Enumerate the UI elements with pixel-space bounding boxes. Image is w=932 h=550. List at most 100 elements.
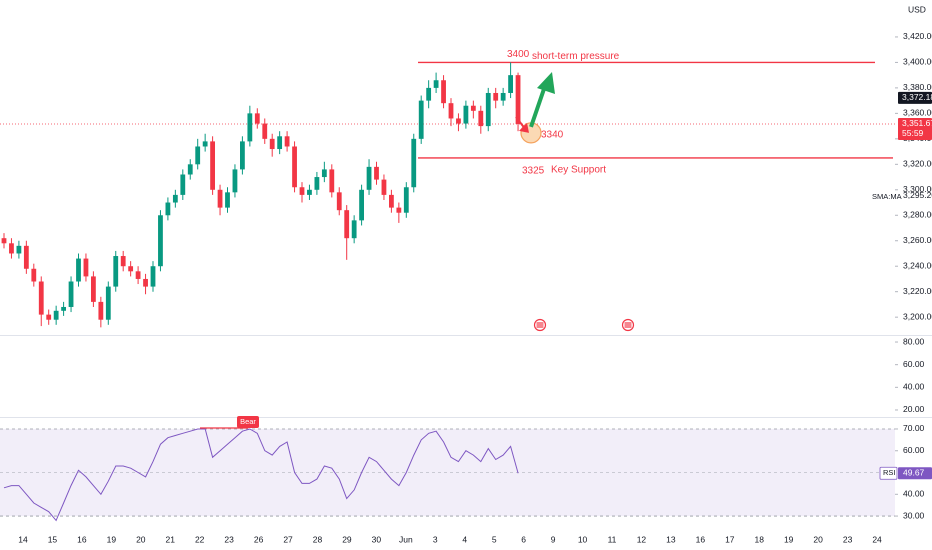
candle-body bbox=[46, 314, 52, 320]
candle-body bbox=[478, 110, 484, 127]
x-tick-label: 30 bbox=[372, 534, 382, 544]
ma-value-label: 3,295.20 bbox=[903, 190, 932, 200]
x-tick-label: 19 bbox=[784, 534, 794, 544]
y-tick-label: 20.00 bbox=[903, 404, 925, 414]
candle-body bbox=[344, 210, 350, 239]
y-tick-label: 40.00 bbox=[903, 382, 925, 392]
candle-body bbox=[448, 103, 454, 119]
candle-body bbox=[284, 136, 290, 147]
candle-body bbox=[441, 80, 446, 104]
y-tick-label: 3,300.00 bbox=[903, 184, 932, 194]
x-tick-label: 29 bbox=[342, 534, 352, 544]
divergence-label: Bear bbox=[240, 417, 256, 426]
event-icon[interactable] bbox=[621, 318, 635, 332]
event-icon[interactable] bbox=[533, 318, 547, 332]
x-tick-label: 20 bbox=[813, 534, 823, 544]
last-price-tag bbox=[898, 117, 932, 140]
candle-body bbox=[493, 92, 499, 101]
candle-body bbox=[426, 87, 432, 101]
prev-close-tag bbox=[898, 91, 932, 104]
candle-body bbox=[23, 245, 29, 269]
rsi-value-label: 49.67 bbox=[903, 467, 925, 477]
rsi-name-tag bbox=[879, 466, 898, 480]
candle-body bbox=[187, 164, 193, 175]
candle-body bbox=[135, 271, 141, 279]
x-tick-label: 9 bbox=[551, 534, 556, 544]
candle-body bbox=[195, 146, 201, 165]
x-tick-label: 6 bbox=[521, 534, 526, 544]
candle-body bbox=[172, 194, 178, 203]
candle-body bbox=[68, 281, 74, 307]
drop-arrow-head bbox=[519, 122, 529, 133]
candle-body bbox=[165, 202, 171, 216]
candle-body bbox=[314, 177, 320, 190]
prev-close-label: 3,372.18 bbox=[902, 92, 932, 102]
y-tick-label: 3,380.00 bbox=[903, 82, 932, 92]
candle-body bbox=[128, 266, 134, 272]
y-tick-label: 3,280.00 bbox=[903, 210, 932, 220]
candle-body bbox=[389, 194, 394, 208]
x-tick-label: 5 bbox=[492, 534, 497, 544]
y-tick-label: 80.00 bbox=[903, 336, 925, 346]
candle-body bbox=[202, 141, 208, 147]
x-tick-label: 22 bbox=[195, 534, 205, 544]
candle-body bbox=[53, 310, 59, 320]
candle-body bbox=[240, 141, 245, 170]
x-tick-label: 23 bbox=[843, 534, 853, 544]
x-tick-label: 16 bbox=[77, 534, 87, 544]
x-tick-label: 11 bbox=[608, 534, 617, 544]
candle-body bbox=[76, 258, 81, 282]
candle-body bbox=[31, 268, 37, 282]
y-tick-label: 40.00 bbox=[903, 489, 925, 499]
candle-body bbox=[113, 256, 119, 287]
candle-body bbox=[329, 169, 335, 193]
candle-body bbox=[418, 100, 424, 139]
candle-body bbox=[16, 245, 22, 254]
x-tick-label: 24 bbox=[872, 534, 882, 544]
x-tick-label: 4 bbox=[462, 534, 467, 544]
y-tick-label: 3,200.00 bbox=[903, 311, 932, 321]
x-tick-label: 13 bbox=[666, 534, 676, 544]
candle-body bbox=[463, 105, 469, 124]
y-tick-label: 3,360.00 bbox=[903, 108, 932, 118]
candle-body bbox=[456, 118, 461, 124]
y-tick-label: 3,220.00 bbox=[903, 286, 932, 296]
x-tick-label: Jun bbox=[399, 534, 413, 544]
candle-body bbox=[411, 138, 417, 188]
candle-body bbox=[61, 306, 66, 311]
y-tick-label: 3,260.00 bbox=[903, 235, 932, 245]
y-tick-label: 60.00 bbox=[903, 359, 925, 369]
candle-body bbox=[277, 136, 283, 150]
candle-body bbox=[38, 281, 44, 315]
candle-body bbox=[1, 238, 7, 244]
candle-body bbox=[180, 174, 186, 195]
x-tick-label: 10 bbox=[578, 534, 588, 544]
target-label: 3340 bbox=[541, 129, 564, 140]
candle-body bbox=[366, 166, 372, 190]
rise-arrow-head bbox=[537, 72, 555, 94]
x-tick-label: 17 bbox=[725, 534, 735, 544]
x-tick-label: 21 bbox=[166, 534, 176, 544]
ma-name: SMA:MA bbox=[872, 192, 902, 201]
candle-body bbox=[433, 80, 439, 88]
candle-body bbox=[105, 286, 111, 320]
y-tick-label: 60.00 bbox=[903, 445, 925, 455]
y-tick-label: 3,240.00 bbox=[903, 260, 932, 270]
candle-body bbox=[91, 276, 96, 302]
x-tick-label: 18 bbox=[755, 534, 765, 544]
candle-body bbox=[232, 169, 238, 193]
candle-body bbox=[351, 220, 357, 239]
candle-body bbox=[485, 92, 491, 127]
candle-body bbox=[336, 192, 342, 211]
level-value: 3325 bbox=[522, 166, 545, 177]
y-tick-label: 3,320.00 bbox=[903, 159, 932, 169]
rsi-line bbox=[3, 428, 519, 522]
x-tick-label: 16 bbox=[696, 534, 706, 544]
x-tick-label: 12 bbox=[637, 534, 647, 544]
y-tick-label: 3,400.00 bbox=[903, 57, 932, 67]
candle-body bbox=[217, 189, 223, 208]
countdown-label: 55:59 bbox=[902, 128, 924, 138]
candle-body bbox=[262, 123, 268, 139]
candle-body bbox=[508, 75, 513, 93]
candle-body bbox=[83, 258, 89, 277]
